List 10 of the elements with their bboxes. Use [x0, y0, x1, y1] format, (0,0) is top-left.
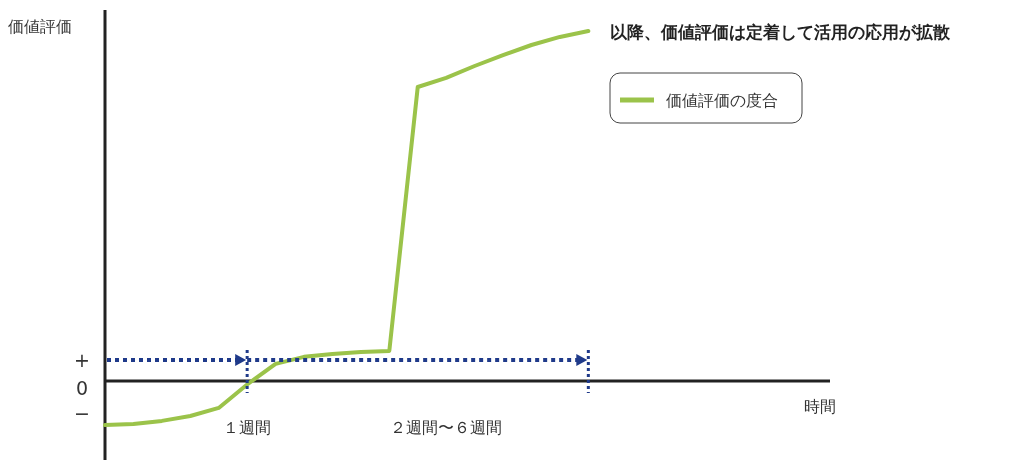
x-tick-label: ２週間〜６週間 — [390, 418, 503, 437]
text: − — [74, 402, 90, 424]
legend-label: 価値評価の度合 — [666, 91, 778, 110]
x-axis-title: 時間 — [804, 397, 836, 416]
y-axis-title: 価値評価 — [8, 17, 72, 36]
legend: 価値評価の度合 — [609, 72, 803, 124]
text: 0 — [75, 377, 89, 399]
text: + — [74, 349, 90, 371]
x-tick-label: １週間 — [223, 418, 272, 437]
annotation: 以降、価値評価は定着して活用の応用が拡散 — [610, 22, 952, 42]
